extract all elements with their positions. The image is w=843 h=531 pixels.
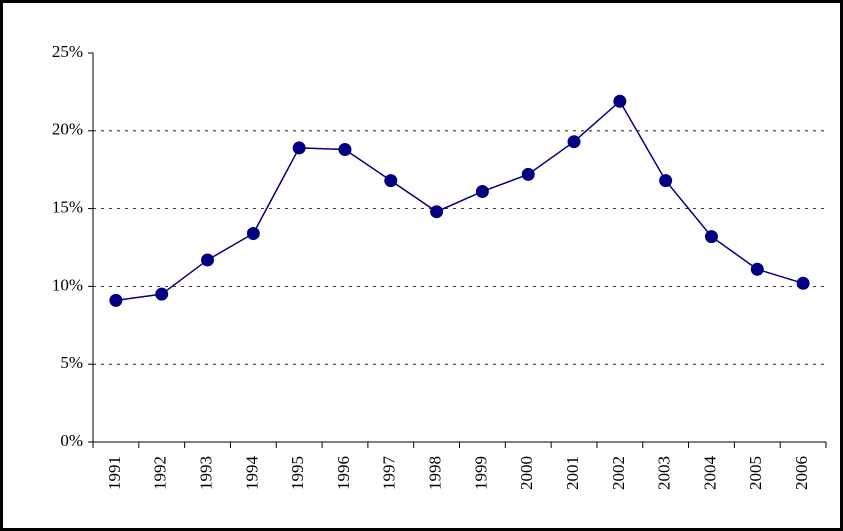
x-tick-label: 1992 [151, 456, 170, 490]
data-point [292, 141, 306, 155]
data-point [567, 135, 581, 149]
data-point [659, 174, 673, 188]
x-tick-label: 2000 [517, 456, 536, 490]
x-tick-label: 2002 [609, 456, 628, 490]
data-point [613, 94, 627, 108]
x-tick-label: 2005 [746, 456, 765, 490]
x-tick-label: 2006 [792, 456, 811, 490]
data-point [246, 226, 260, 240]
data-line [115, 100, 804, 302]
x-tick-label: 1995 [288, 456, 307, 490]
x-tick-label: 2004 [700, 456, 719, 491]
data-point [338, 142, 352, 156]
x-tick-label: 2001 [563, 456, 582, 490]
y-tick-label: 10% [52, 275, 83, 294]
data-point [430, 205, 444, 219]
data-point [704, 230, 718, 244]
y-tick-label: 15% [52, 198, 83, 217]
x-tick-label: 1991 [105, 456, 124, 490]
data-point [155, 287, 169, 301]
x-tick-label: 1996 [334, 456, 353, 490]
y-tick-label: 0% [60, 431, 83, 450]
data-point [796, 276, 810, 290]
x-tick-label: 1998 [426, 456, 445, 490]
y-tick-label: 25% [52, 42, 83, 61]
data-point [475, 184, 489, 198]
data-point [201, 253, 215, 267]
data-point [750, 262, 764, 276]
x-tick-label: 1994 [242, 456, 261, 491]
y-tick-label: 5% [60, 353, 83, 372]
x-tick-label: 1999 [471, 456, 490, 490]
data-point [109, 293, 123, 307]
y-tick-label: 20% [52, 120, 83, 139]
x-tick-label: 1997 [380, 456, 399, 491]
x-tick-label: 2003 [655, 456, 674, 490]
data-point [521, 167, 535, 181]
data-point [384, 174, 398, 188]
x-tick-label: 1993 [196, 456, 215, 490]
